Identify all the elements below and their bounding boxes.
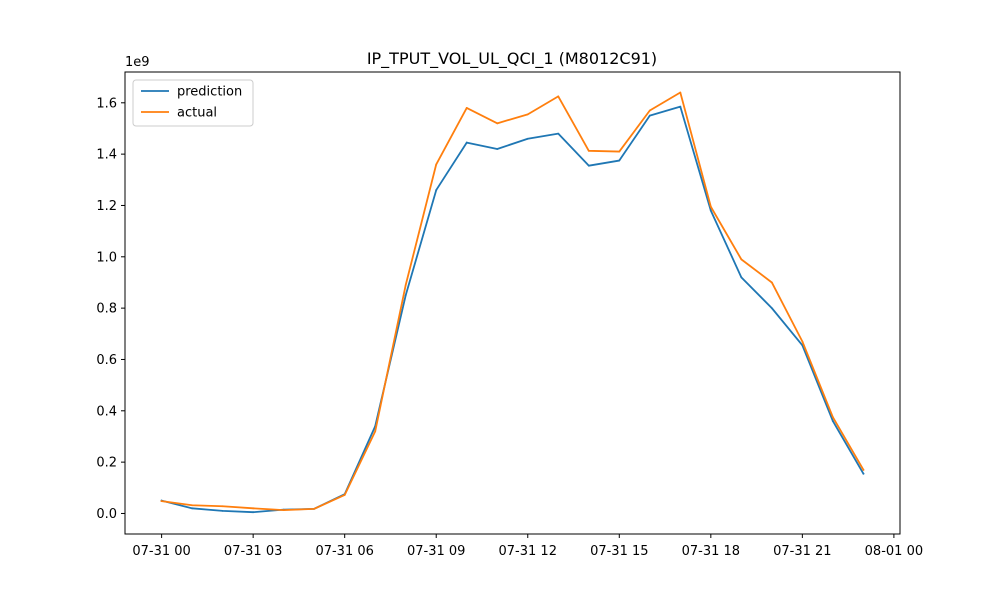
data-point-actual: [648, 109, 651, 112]
data-point-prediction: [465, 141, 468, 144]
data-point-prediction: [740, 276, 743, 279]
data-point-prediction: [679, 105, 682, 108]
y-tick-label: 0.6: [96, 353, 117, 368]
y-tick-label: 1.4: [96, 148, 117, 163]
data-point-actual: [587, 149, 590, 152]
data-point-prediction: [496, 148, 499, 150]
data-point-prediction: [221, 510, 224, 512]
data-point-actual: [740, 258, 743, 261]
data-point-prediction: [526, 137, 529, 140]
data-point-prediction: [831, 420, 834, 422]
data-point-prediction: [709, 209, 712, 212]
chart-title: IP_TPUT_VOL_UL_QCI_1 (M8012C91): [367, 49, 657, 69]
data-point-actual: [282, 509, 285, 512]
data-point-prediction: [191, 507, 194, 510]
y-tick-label: 0.4: [96, 404, 117, 419]
data-point-prediction: [770, 307, 773, 310]
data-point-actual: [801, 340, 804, 343]
data-point-prediction: [557, 132, 560, 135]
data-point-actual: [191, 504, 194, 507]
series-line-actual: [160, 91, 865, 512]
data-point-actual: [221, 505, 224, 508]
data-point-prediction: [587, 164, 590, 167]
x-tick-label: 07-31 03: [224, 544, 282, 559]
x-tick-label: 07-31 21: [773, 544, 831, 559]
data-point-actual: [404, 284, 407, 286]
series-line-prediction: [160, 105, 865, 514]
data-point-actual: [496, 122, 499, 125]
x-tick-label: 07-31 12: [499, 544, 557, 559]
data-point-actual: [526, 113, 529, 116]
y-tick-label: 1.6: [96, 96, 117, 111]
x-tick-label: 07-31 15: [590, 544, 648, 559]
data-point-prediction: [648, 114, 651, 117]
y-tick-label: 1.2: [96, 199, 117, 214]
axes: 0.0 0.2 0.4 0.6 0.8 1.0 1.2 1.4 1.6 07-31 00 07-31…: [96, 71, 923, 559]
data-point-prediction: [435, 189, 438, 191]
data-point-prediction: [404, 294, 407, 297]
data-point-actual: [435, 163, 438, 166]
y-tick-label: 0.8: [96, 302, 117, 317]
data-point-actual: [374, 430, 377, 433]
data-point-actual: [770, 281, 773, 284]
x-tick-label: 07-31 00: [132, 544, 190, 559]
data-point-actual: [862, 468, 865, 471]
data-point-actual: [343, 494, 346, 496]
y-tick-label: 0.2: [96, 456, 117, 471]
data-point-prediction: [862, 472, 865, 475]
data-point-actual: [618, 150, 621, 153]
data-point-actual: [709, 205, 712, 208]
legend-label-prediction: prediction: [177, 85, 242, 100]
x-tick-label: 07-31 06: [315, 544, 373, 559]
x-tick-label: 07-31 18: [682, 544, 740, 559]
plot-frame: [124, 71, 901, 535]
data-point-prediction: [252, 511, 255, 514]
legend-label-actual: actual: [177, 106, 217, 121]
plot-area: [160, 91, 865, 514]
y-tick-label: 1.0: [96, 250, 117, 265]
data-point-prediction: [618, 159, 621, 162]
y-tick-label: 0.0: [96, 507, 117, 522]
legend: prediction actual: [132, 79, 254, 127]
x-tick-label: 08-01 00: [865, 544, 923, 559]
data-point-actual: [465, 107, 468, 109]
data-point-actual: [831, 416, 834, 419]
data-point-actual: [313, 507, 316, 510]
data-point-actual: [252, 507, 255, 510]
data-point-actual: [679, 91, 682, 94]
data-point-actual: [160, 500, 163, 503]
data-point-actual: [557, 95, 560, 98]
x-tick-label: 07-31 09: [407, 544, 465, 559]
y-axis-offset-label: 1e9: [125, 55, 150, 70]
